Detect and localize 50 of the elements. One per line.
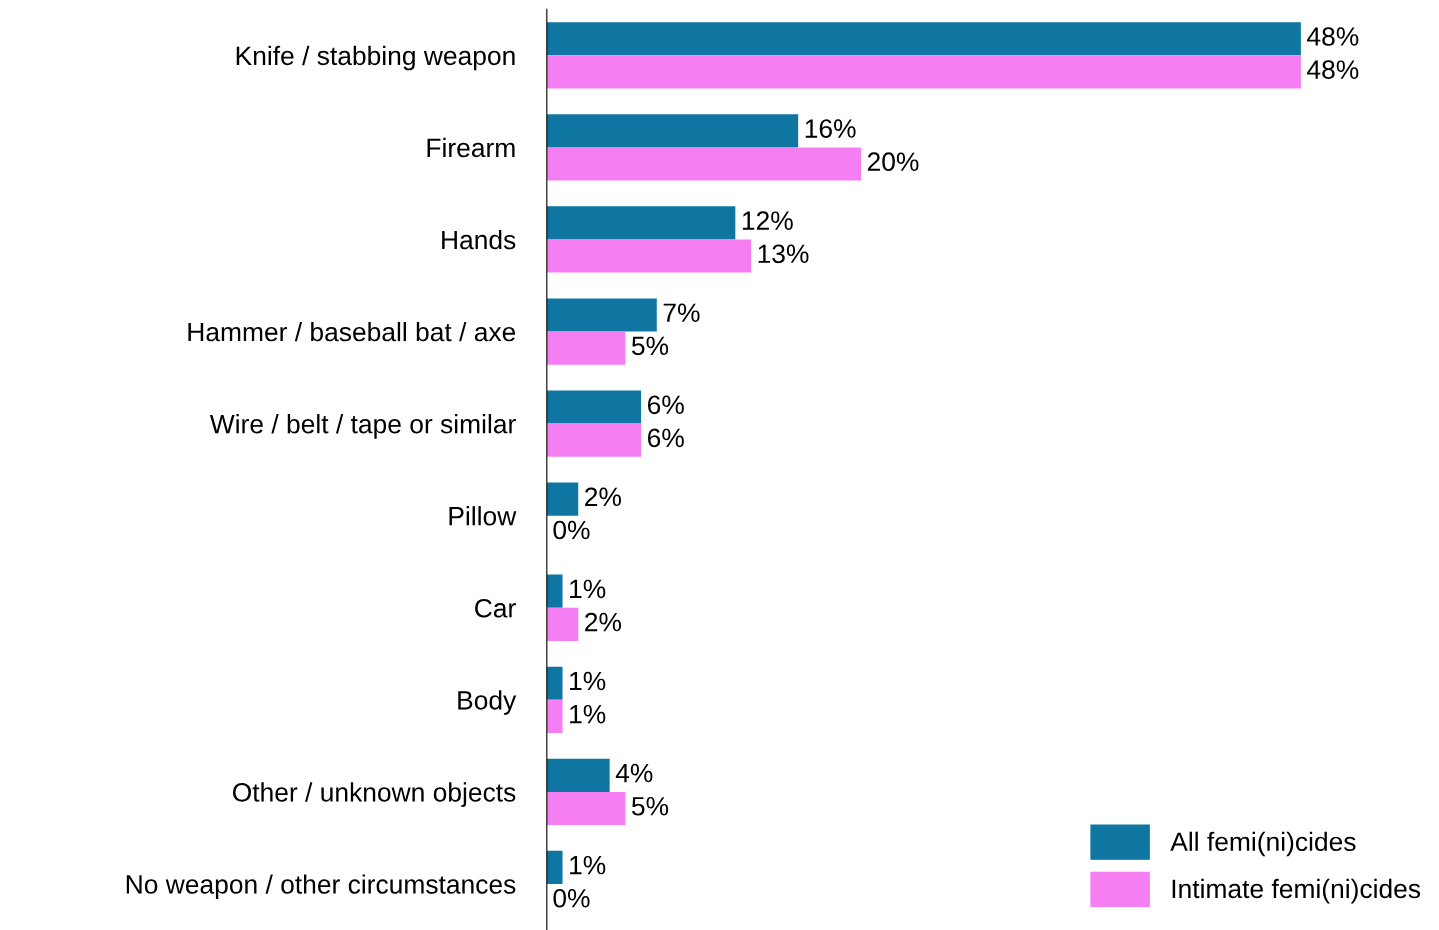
bar bbox=[546, 55, 1301, 89]
bar bbox=[546, 390, 642, 424]
y-tick-label: Hands bbox=[442, 229, 516, 250]
data-label: 12% bbox=[742, 211, 793, 230]
y-tick-label: Body bbox=[458, 690, 517, 715]
data-label: 4% bbox=[615, 763, 653, 783]
data-label: 5% bbox=[631, 796, 669, 816]
y-tick-label: No weapon / other circumstances bbox=[126, 874, 516, 899]
data-label: 7% bbox=[663, 303, 700, 322]
bar bbox=[546, 298, 657, 332]
data-label: 1% bbox=[570, 579, 606, 599]
data-label: 0% bbox=[553, 888, 590, 908]
bar bbox=[546, 331, 626, 365]
data-label: 16% bbox=[805, 119, 856, 138]
bar bbox=[546, 423, 642, 457]
data-label: 0% bbox=[553, 520, 590, 540]
bar bbox=[546, 699, 563, 733]
y-tick-label: Other / unknown objects bbox=[232, 782, 516, 807]
bar bbox=[546, 666, 563, 700]
bar bbox=[546, 791, 626, 826]
y-tick-label: Firearm bbox=[427, 137, 515, 158]
data-label: 48% bbox=[1307, 60, 1359, 79]
y-tick-label: Pillow bbox=[449, 506, 517, 526]
data-label: 2% bbox=[585, 612, 621, 632]
bar bbox=[546, 206, 736, 240]
bar bbox=[546, 147, 862, 181]
data-label: 1% bbox=[570, 855, 606, 875]
y-tick-label: Knife / stabbing weapon bbox=[236, 45, 515, 71]
data-label: 48% bbox=[1307, 27, 1359, 46]
bar bbox=[546, 239, 752, 273]
y-tick-label: Wire / belt / tape or similar bbox=[209, 414, 516, 439]
bar bbox=[546, 22, 1301, 56]
bar bbox=[546, 114, 799, 148]
data-label: 13% bbox=[758, 244, 809, 264]
bar bbox=[546, 574, 563, 608]
bar bbox=[546, 607, 579, 641]
data-label: 2% bbox=[585, 487, 621, 507]
legend-label: All femi(ni)cides bbox=[1170, 831, 1356, 857]
bar bbox=[546, 482, 579, 516]
bar bbox=[546, 758, 610, 792]
data-label: 5% bbox=[631, 336, 669, 356]
y-tick-label: Hammer / baseball bat / axe bbox=[188, 321, 516, 342]
data-label: 1% bbox=[570, 671, 606, 691]
data-label: 6% bbox=[647, 395, 684, 415]
data-label: 6% bbox=[647, 428, 684, 448]
data-label: 1% bbox=[570, 704, 606, 724]
y-tick-label: Car bbox=[475, 598, 516, 618]
data-label: 20% bbox=[867, 152, 919, 172]
legend-label: Intimate femi(ni)cides bbox=[1172, 878, 1421, 904]
bar bbox=[546, 850, 563, 884]
